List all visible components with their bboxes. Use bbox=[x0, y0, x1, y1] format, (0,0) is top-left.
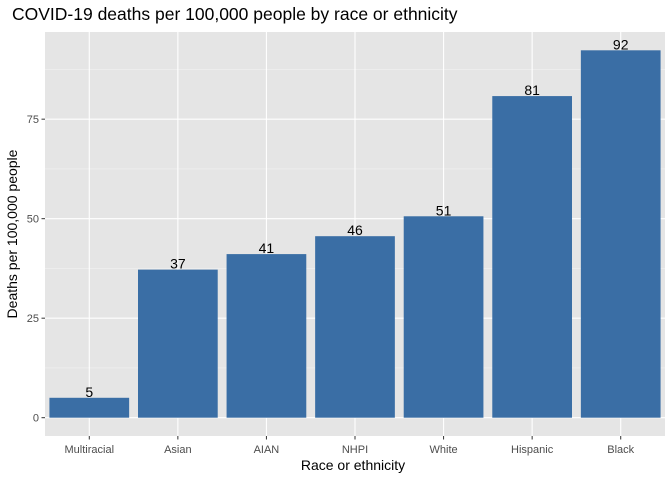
data-label-white: 51 bbox=[436, 202, 452, 218]
bar-white bbox=[403, 216, 484, 418]
x-axis-title: Race or ethnicity bbox=[301, 457, 405, 473]
x-tick-label: White bbox=[430, 444, 458, 456]
data-label-aian: 41 bbox=[259, 240, 275, 256]
y-axis: 0 25 50 75 bbox=[27, 114, 45, 425]
x-tick-label: Hispanic bbox=[511, 444, 554, 456]
y-axis-title: Deaths per 100,000 people bbox=[4, 149, 20, 318]
bar-aian bbox=[226, 254, 307, 418]
x-tick-label: AIAN bbox=[254, 444, 280, 456]
x-tick-label: Multiracial bbox=[65, 444, 115, 456]
y-tick-label: 75 bbox=[27, 114, 39, 126]
bar-nhpi bbox=[315, 236, 395, 418]
bars bbox=[49, 50, 661, 418]
data-labels: 5 37 41 46 51 81 92 bbox=[85, 36, 628, 399]
bar-hispanic bbox=[492, 96, 572, 418]
x-tick-label: Black bbox=[607, 444, 634, 456]
bar-multiracial bbox=[49, 397, 130, 418]
y-tick-label: 0 bbox=[33, 413, 39, 425]
chart-title: COVID-19 deaths per 100,000 people by ra… bbox=[12, 4, 458, 24]
bar-asian bbox=[138, 269, 218, 418]
y-tick-label: 50 bbox=[27, 214, 39, 226]
data-label-hispanic: 81 bbox=[524, 82, 540, 98]
y-tick-label: 25 bbox=[27, 313, 39, 325]
data-label-nhpi: 46 bbox=[347, 222, 363, 238]
data-label-asian: 37 bbox=[170, 256, 186, 272]
bar-black bbox=[580, 50, 661, 418]
x-axis: Multiracial Asian AIAN NHPI White Hispanic Bla… bbox=[65, 436, 635, 456]
data-label-black: 92 bbox=[613, 36, 629, 52]
data-label-multiracial: 5 bbox=[85, 384, 93, 400]
x-tick-label: NHPI bbox=[342, 444, 368, 456]
x-tick-label: Asian bbox=[164, 444, 192, 456]
